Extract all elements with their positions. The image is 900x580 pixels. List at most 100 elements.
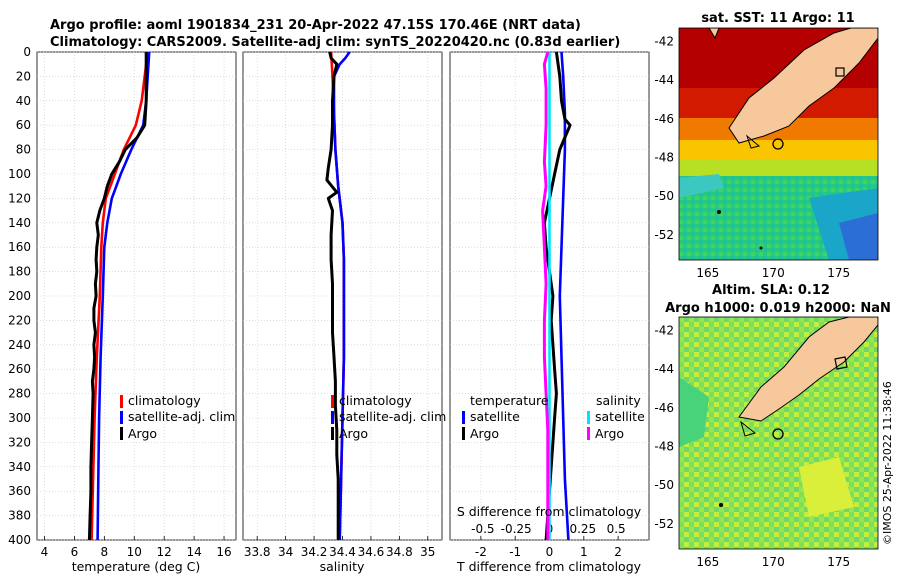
sla-map: Altim. SLA: 0.12 Argo h1000: 0.019 h2000… bbox=[654, 283, 890, 569]
legend-satellite-swatch bbox=[331, 411, 334, 424]
legend-t-satellite-label: satellite bbox=[470, 409, 520, 424]
depth-tick-label: 180 bbox=[8, 265, 31, 279]
difference-legend: temperature satellite Argo salinity sate… bbox=[462, 393, 645, 441]
legend-climatology-label: climatology bbox=[339, 393, 412, 408]
x-tick-label: 0 bbox=[546, 545, 554, 559]
temperature-x-ticks: 4 6 8 10 12 14 16 bbox=[41, 536, 232, 559]
x-tick-label: -2 bbox=[475, 545, 487, 559]
depth-tick-label: 320 bbox=[8, 435, 31, 449]
depth-tick-label: 200 bbox=[8, 289, 31, 303]
series-line-argo bbox=[87, 52, 148, 541]
depth-tick-label: 60 bbox=[16, 118, 31, 132]
legend-t-satellite-swatch bbox=[462, 411, 465, 424]
legend-argo-swatch bbox=[331, 427, 334, 440]
x-tick-label: 2 bbox=[614, 545, 622, 559]
x-tick-label: 4 bbox=[41, 545, 49, 559]
lon-tick-label: 165 bbox=[696, 266, 719, 280]
depth-tick-label: 140 bbox=[8, 216, 31, 230]
temperature-series bbox=[87, 51, 151, 541]
sst-map-area bbox=[679, 28, 878, 260]
sst-map: sat. SST: 11 Argo: 11 -42 -44 -46 -48 -50 -52… bbox=[654, 11, 879, 280]
x-tick-label: 6 bbox=[71, 545, 79, 559]
sla-map-frame bbox=[678, 316, 879, 550]
depth-tick-label: 400 bbox=[8, 533, 31, 547]
legend-climatology-swatch bbox=[331, 395, 334, 408]
figure-title-line1: Argo profile: aoml 1901834_231 20-Apr-20… bbox=[50, 18, 581, 33]
lon-tick-label: 170 bbox=[762, 266, 785, 280]
depth-tick-label: 280 bbox=[8, 387, 31, 401]
new-zealand-land bbox=[738, 317, 878, 422]
temperature-depth-ticks: 0 20 40 60 80 100 120 140 160 180 200 220 240 260 280 3… bbox=[8, 45, 31, 547]
chatham-outline bbox=[834, 356, 848, 370]
x-tick-label: 16 bbox=[216, 545, 231, 559]
s-tick-label: -0.25 bbox=[501, 522, 532, 536]
lat-tick-label: -42 bbox=[654, 324, 674, 338]
legend-temperature-title: temperature bbox=[470, 393, 549, 408]
sla-map-title-line1: Altim. SLA: 0.12 bbox=[712, 283, 830, 298]
legend-argo-label: Argo bbox=[339, 426, 368, 441]
stewart-island-outline bbox=[740, 420, 757, 437]
s-tick-label: -0.5 bbox=[471, 522, 494, 536]
difference-s-ticks: -0.5-0.2500.250.5 bbox=[471, 522, 626, 536]
x-tick-label: 34.8 bbox=[386, 545, 413, 559]
depth-tick-label: 380 bbox=[8, 509, 31, 523]
lat-tick-label: -44 bbox=[654, 73, 674, 87]
imos-timestamp: ©IMOS 25-Apr-2022 11:38:46 bbox=[881, 381, 894, 545]
x-tick-label: 34.2 bbox=[301, 545, 328, 559]
legend-argo-swatch bbox=[120, 427, 123, 440]
legend-s-satellite-swatch bbox=[587, 411, 590, 424]
sst-map-title: sat. SST: 11 Argo: 11 bbox=[701, 11, 854, 26]
legend-s-satellite-label: satellite bbox=[595, 409, 645, 424]
island-dot bbox=[759, 246, 763, 250]
lat-tick-label: -52 bbox=[654, 517, 674, 531]
stewart-island-outline bbox=[745, 134, 761, 149]
temperature-legend: climatology satellite-adj. clim Argo bbox=[120, 393, 235, 441]
argo-float-marker bbox=[772, 428, 784, 440]
depth-tick-label: 260 bbox=[8, 362, 31, 376]
legend-argo-label: Argo bbox=[128, 426, 157, 441]
series-line-climatology bbox=[90, 51, 149, 541]
lat-tick-label: -48 bbox=[654, 151, 674, 165]
legend-s-argo-label: Argo bbox=[595, 426, 624, 441]
land-fragment bbox=[708, 28, 720, 40]
salinity-x-ticks: 33.8 34 34.2 34.4 34.6 34.8 35 bbox=[244, 536, 435, 559]
sla-low-patch bbox=[679, 377, 709, 447]
lon-tick-label: 165 bbox=[696, 555, 719, 569]
salinity-panel: 33.8 34 34.2 34.4 34.6 34.8 35 salinity climat… bbox=[242, 51, 446, 574]
sst-lat-ticks: -42 -44 -46 -48 -50 -52 bbox=[654, 35, 674, 242]
salinity-series bbox=[325, 51, 351, 541]
legend-salinity-title: salinity bbox=[596, 393, 641, 408]
legend-t-argo-label: Argo bbox=[470, 426, 499, 441]
x-tick-label: 34.4 bbox=[329, 545, 356, 559]
depth-tick-label: 100 bbox=[8, 167, 31, 181]
legend-satellite-swatch bbox=[120, 411, 123, 424]
sla-high-patch bbox=[799, 457, 854, 517]
lon-tick-label: 175 bbox=[827, 555, 850, 569]
legend-t-argo-swatch bbox=[462, 427, 465, 440]
sst-yellow-band bbox=[679, 140, 878, 160]
x-tick-label: 35 bbox=[420, 545, 435, 559]
lat-tick-label: -50 bbox=[654, 189, 674, 203]
lat-tick-label: -50 bbox=[654, 478, 674, 492]
sla-map-title-line2: Argo h1000: 0.019 h2000: NaN bbox=[665, 301, 891, 316]
legend-satellite-label: satellite-adj. clim bbox=[339, 409, 446, 424]
sst-lon-ticks: 165 170 175 bbox=[696, 266, 850, 280]
x-tick-label: 10 bbox=[127, 545, 142, 559]
x-tick-label: 8 bbox=[101, 545, 109, 559]
sst-map-frame bbox=[678, 27, 879, 261]
depth-tick-label: 160 bbox=[8, 240, 31, 254]
legend-climatology-swatch bbox=[120, 395, 123, 408]
x-tick-label: 34.6 bbox=[358, 545, 385, 559]
salinity-xlabel: salinity bbox=[320, 559, 365, 574]
s-tick-label: 0.25 bbox=[569, 522, 596, 536]
lon-tick-label: 170 bbox=[762, 555, 785, 569]
figure-title-line2: Climatology: CARS2009. Satellite-adj cli… bbox=[50, 35, 620, 50]
new-zealand-land bbox=[728, 28, 878, 144]
depth-tick-label: 80 bbox=[16, 143, 31, 157]
depth-tick-label: 40 bbox=[16, 94, 31, 108]
s-difference-label: S difference from climatology bbox=[457, 504, 642, 519]
lat-tick-label: -42 bbox=[654, 35, 674, 49]
temperature-xlabel: temperature (deg C) bbox=[72, 559, 201, 574]
lon-tick-label: 175 bbox=[827, 266, 850, 280]
